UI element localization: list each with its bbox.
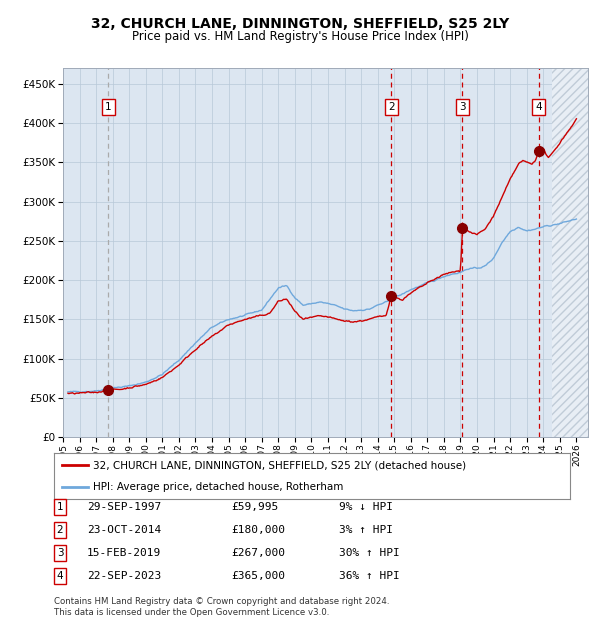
Text: 3: 3 [459,102,466,112]
Text: 32, CHURCH LANE, DINNINGTON, SHEFFIELD, S25 2LY (detached house): 32, CHURCH LANE, DINNINGTON, SHEFFIELD, … [92,460,466,470]
Text: 15-FEB-2019: 15-FEB-2019 [87,548,161,558]
Text: 30% ↑ HPI: 30% ↑ HPI [339,548,400,558]
Text: £267,000: £267,000 [231,548,285,558]
Text: 3: 3 [56,548,64,558]
Text: 32, CHURCH LANE, DINNINGTON, SHEFFIELD, S25 2LY: 32, CHURCH LANE, DINNINGTON, SHEFFIELD, … [91,17,509,32]
Text: £59,995: £59,995 [231,502,278,512]
Text: 1: 1 [105,102,112,112]
Text: £365,000: £365,000 [231,571,285,581]
Text: 22-SEP-2023: 22-SEP-2023 [87,571,161,581]
Text: Price paid vs. HM Land Registry's House Price Index (HPI): Price paid vs. HM Land Registry's House … [131,30,469,43]
Text: 4: 4 [56,571,64,581]
Text: £180,000: £180,000 [231,525,285,535]
Text: 3% ↑ HPI: 3% ↑ HPI [339,525,393,535]
Text: 23-OCT-2014: 23-OCT-2014 [87,525,161,535]
Text: HPI: Average price, detached house, Rotherham: HPI: Average price, detached house, Roth… [92,482,343,492]
Text: 4: 4 [535,102,542,112]
Text: 29-SEP-1997: 29-SEP-1997 [87,502,161,512]
Text: 2: 2 [388,102,394,112]
Text: Contains HM Land Registry data © Crown copyright and database right 2024.
This d: Contains HM Land Registry data © Crown c… [54,598,389,617]
Bar [551,68,588,437]
Text: 1: 1 [56,502,64,512]
Text: 9% ↓ HPI: 9% ↓ HPI [339,502,393,512]
Text: 36% ↑ HPI: 36% ↑ HPI [339,571,400,581]
Text: 2: 2 [56,525,64,535]
